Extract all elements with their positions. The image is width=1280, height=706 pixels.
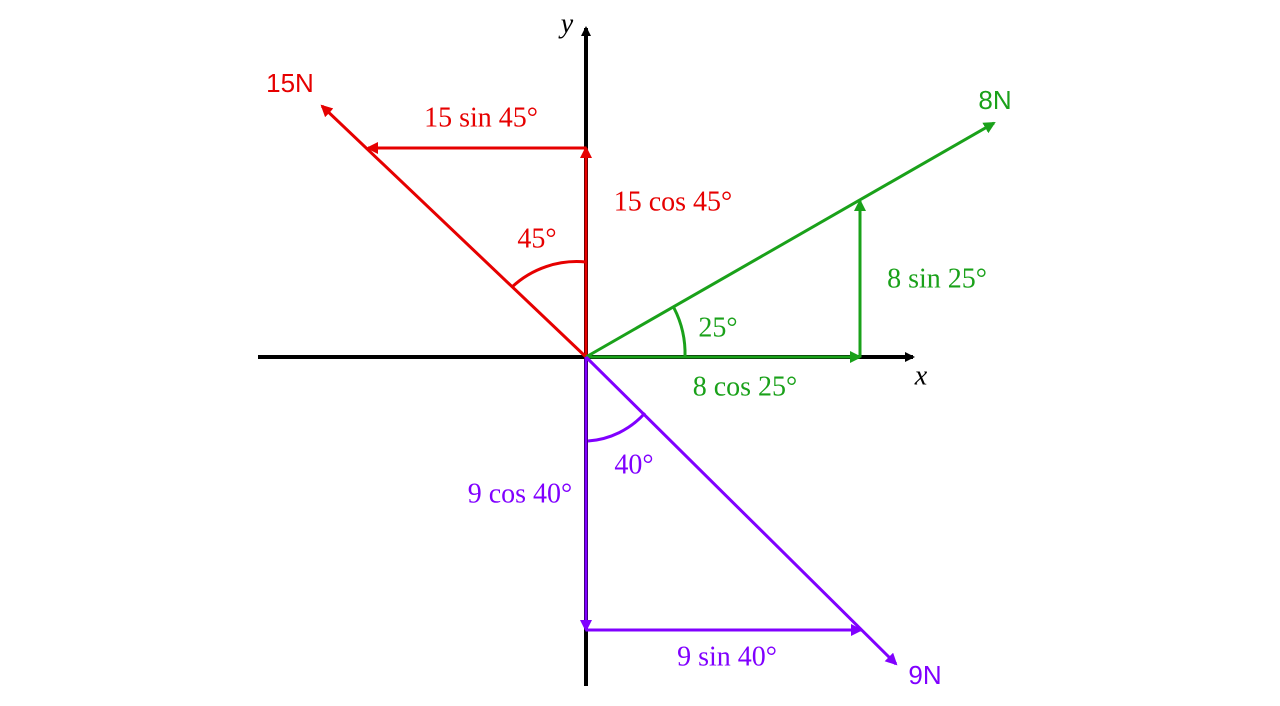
force-label: 8N: [978, 85, 1011, 115]
force-8n: [585, 121, 996, 363]
component-label: 8 sin 25°: [887, 263, 987, 294]
x-axis-label: x: [914, 360, 928, 391]
y-axis-label: y: [558, 8, 574, 39]
angle-label: 25°: [698, 312, 737, 343]
angle-label: 40°: [614, 449, 653, 480]
component-label: 9 sin 40°: [677, 641, 777, 672]
component-label: 8 cos 25°: [693, 371, 798, 402]
force-label: 15N: [266, 68, 314, 98]
component-label: 15 sin 45°: [424, 102, 538, 133]
force-9n: [580, 355, 898, 666]
component-label: 15 cos 45°: [614, 186, 733, 217]
force-label: 9N: [908, 660, 941, 690]
component-label: 9 cos 40°: [468, 478, 573, 509]
force-15n: [320, 104, 592, 359]
angle-label: 45°: [517, 223, 556, 254]
